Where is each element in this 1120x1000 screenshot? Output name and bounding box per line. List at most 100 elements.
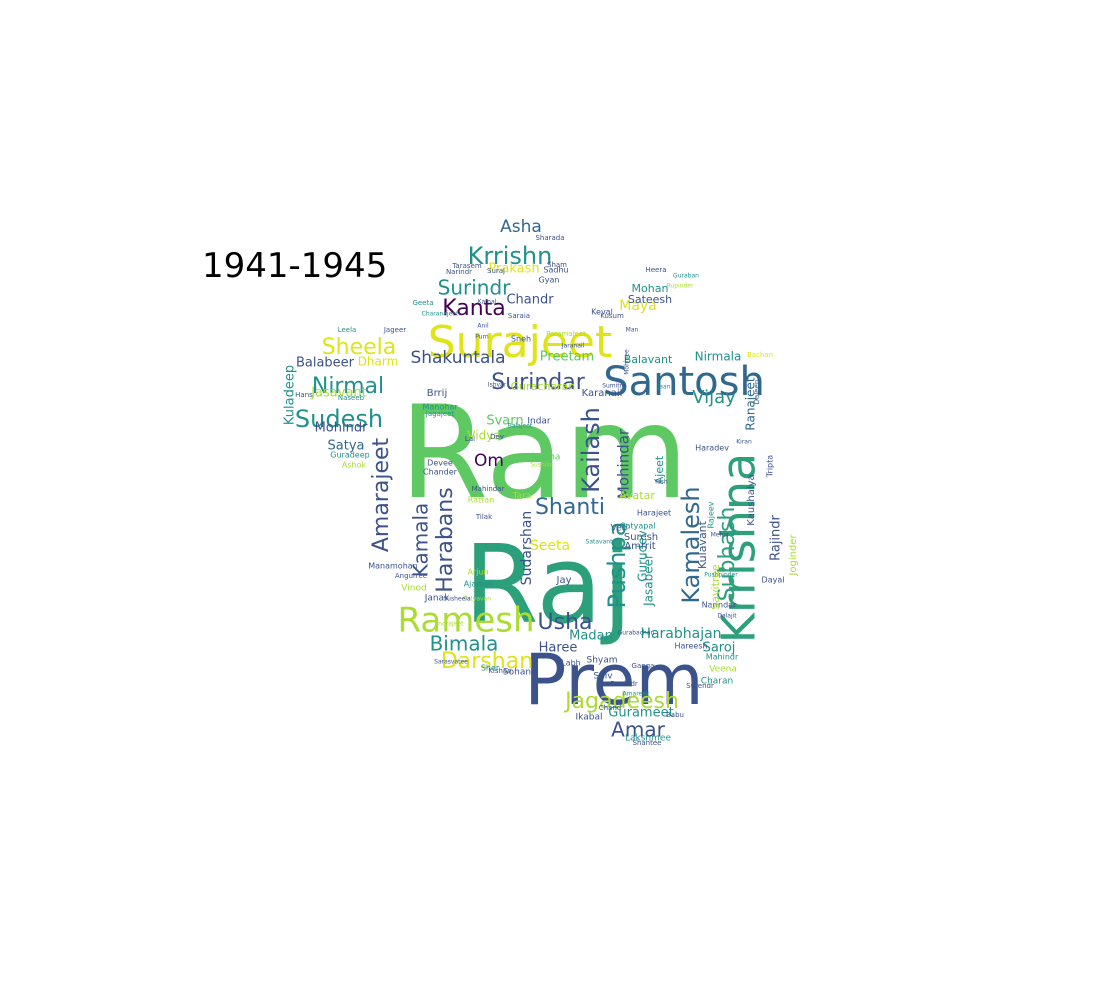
word-surajeet: Surajeet	[428, 317, 613, 368]
word-madan: Madan	[569, 629, 613, 644]
word-manohar: Manohar	[422, 403, 458, 412]
word-gurudev: Gurudev	[636, 530, 650, 582]
word-ganga: Ganga	[632, 662, 655, 670]
word-suraj: Suraj	[487, 267, 505, 275]
word-surendr: Surendr	[686, 682, 714, 690]
word-balabeer: Balabeer	[296, 356, 355, 371]
word-keval: Keval	[591, 308, 613, 317]
word-sheela: Sheela	[322, 335, 397, 360]
word-sohan: Sohan	[503, 668, 531, 678]
word-jay: Jay	[556, 575, 572, 586]
word-mahindr: Mahindr	[706, 653, 739, 662]
word-sneh: Sneh	[511, 335, 531, 344]
word-prem: Prem	[524, 639, 703, 721]
word-sham: Sham	[547, 261, 567, 269]
word-devee: Devee	[427, 459, 453, 468]
word-kaushalya: Kaushalya	[746, 474, 757, 525]
word-prakash: Prakash	[488, 262, 539, 277]
word-kusum: Kusum	[600, 312, 624, 320]
word-tilak: Tilak	[475, 513, 493, 521]
word-satyavan: Satyavan	[463, 596, 491, 603]
word-suresh: Suresh	[624, 532, 658, 543]
word-rajindr: Rajindr	[769, 514, 784, 560]
word-nirmala: Nirmala	[695, 350, 742, 364]
word-savitree: Savitree	[709, 564, 722, 610]
word-usha: Usha	[538, 610, 593, 635]
word-bimala: Bimala	[430, 632, 499, 656]
word-sharada: Sharada	[535, 234, 564, 242]
word-shanti: Shanti	[535, 495, 605, 520]
word-chandr: Chandr	[506, 293, 554, 308]
word-shantee: Shantee	[633, 739, 662, 747]
word-susheela: Susheela	[443, 596, 471, 603]
word-dharm: Dharm	[358, 355, 399, 369]
word-shakuntala: Shakuntala	[410, 348, 505, 368]
word-sumitra: Sumitra	[602, 383, 626, 390]
word-surindr: Surindr	[438, 276, 512, 300]
word-jaan: Jaan	[657, 384, 671, 391]
word-sudesh: Sudesh	[295, 405, 383, 433]
word-ajeet: Ajeet	[653, 455, 666, 484]
word-sarasvatee: Sarasvatee	[434, 659, 468, 666]
word-balajeet: Balajeet	[508, 423, 533, 430]
word-jagadeesh: Jagadeesh	[563, 689, 679, 714]
word-kanta: Kanta	[442, 296, 506, 321]
word-ram: Ram	[399, 379, 688, 528]
word-amarajeet: Amarajeet	[369, 437, 394, 552]
word-rattan: Rattan	[468, 496, 495, 505]
word-yash: Yash	[653, 479, 668, 486]
word-amar: Amar	[611, 718, 665, 742]
word-tarasem: Tarasem	[451, 262, 482, 270]
word-shiv: Shiv	[593, 672, 613, 682]
word-nirmal: Nirmal	[312, 374, 384, 399]
word-surindar: Surindar	[491, 370, 585, 395]
word-satavant: Satavant	[586, 539, 614, 546]
word-mehar: Mehar	[711, 532, 730, 539]
word-mahindar: Mahindar	[472, 485, 505, 493]
word-tripta: Tripta	[766, 455, 775, 478]
word-santosh: Santosh	[603, 359, 765, 405]
word-pushpa: Pushpa	[603, 522, 631, 609]
word-kamala: Kamala	[409, 503, 433, 578]
word-krrishn: Krrishn	[468, 242, 553, 270]
word-vidya: Vidya	[467, 429, 500, 443]
word-man: Man	[626, 327, 639, 334]
word-arjun: Arjun	[467, 568, 488, 577]
word-ishvar: Ishvar	[488, 382, 507, 389]
word-vinod: Vinod	[401, 584, 426, 594]
word-asha: Asha	[500, 217, 542, 237]
word-amareek: Amareek	[623, 691, 650, 698]
word-daleep: Daleep	[753, 379, 761, 404]
word-jaranail: Jaranail	[561, 343, 585, 350]
word-angurree: Angurree	[395, 572, 427, 580]
word-harabhajan: Harabhajan	[640, 626, 721, 642]
word-kamal: Kamal	[478, 299, 497, 306]
word-guradeep: Guradeep	[330, 451, 369, 460]
word-dayal: Dayal	[762, 576, 785, 585]
word-krrishna: Krrishna	[712, 453, 766, 643]
word-lakshmee: Lakshmee	[625, 734, 671, 744]
word-ikabal: Ikabal	[576, 713, 603, 723]
word-indar: Indar	[527, 417, 551, 427]
period-label: 1941-1945	[202, 246, 388, 286]
word-raj: Raj	[464, 523, 633, 648]
word-charan: Charan	[701, 677, 733, 687]
word-indrajeet: Indrajeet	[437, 621, 465, 628]
word-seeta: Seeta	[530, 538, 570, 554]
word-gurabachan: Gurabachan	[618, 630, 655, 637]
word-sushila: Sushila	[530, 462, 552, 469]
word-purn: Purn	[475, 334, 489, 341]
word-harabans: Harabans	[433, 487, 458, 592]
word-sadhu: Sadhu	[543, 266, 568, 275]
word-mohindar: Mohindar	[615, 428, 633, 499]
word-chander: Chander	[423, 468, 458, 477]
word-svarn: Svarn	[486, 414, 523, 429]
word-sudarshan: Sudarshan	[519, 511, 535, 586]
word-kiran: Kiran	[736, 439, 752, 446]
word-kulavant: Kulavant	[696, 520, 709, 569]
word-haradev: Haradev	[695, 444, 729, 453]
word-maya: Maya	[619, 298, 657, 314]
word-jasavant: Jasavant	[310, 386, 367, 401]
word-sher: Sher	[481, 664, 500, 673]
